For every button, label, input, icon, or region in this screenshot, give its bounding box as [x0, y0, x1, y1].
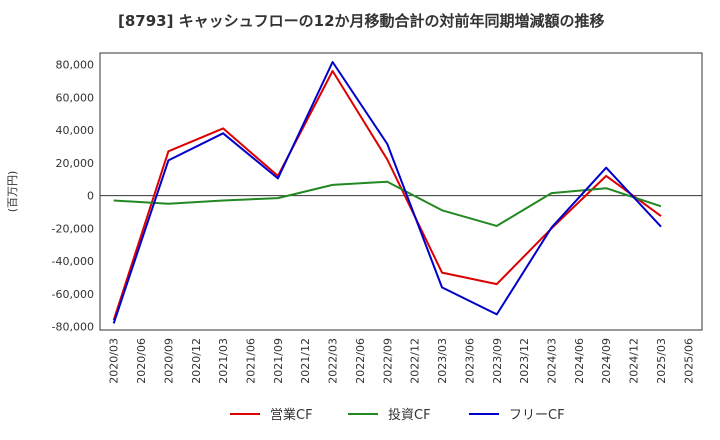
x-tick-label: 2023/06	[463, 338, 476, 384]
x-tick-label: 2025/06	[682, 338, 695, 384]
x-tick-label: 2022/06	[354, 338, 367, 384]
legend: 営業CF 投資CF フリーCF	[230, 407, 565, 423]
series-line	[112, 70, 662, 321]
legend-label: フリーCF	[509, 408, 565, 423]
x-tick-labels: 2020/03 2020/06 2020/09 2020/12 2021/03 2021/…	[108, 338, 696, 384]
x-tick-label: 2021/06	[245, 338, 258, 384]
y-tick-label: 20,000	[56, 157, 95, 170]
x-tick-label: 2024/09	[600, 338, 613, 384]
x-tick-label: 2023/12	[518, 338, 531, 384]
series-line	[113, 180, 662, 227]
x-tick-label: 2021/09	[272, 338, 285, 384]
legend-label: 営業CF	[270, 407, 313, 423]
x-tick-label: 2023/03	[436, 338, 449, 384]
series-line	[112, 61, 662, 324]
axes	[99, 52, 703, 331]
chart-title: [8793] キャッシュフローの12か月移動合計の対前年同期増減額の推移	[118, 12, 605, 30]
y-tick-label: -80,000	[52, 321, 94, 334]
y-tick-label: 80,000	[56, 58, 95, 71]
x-tick-label: 2022/12	[409, 338, 422, 384]
x-tick-label: 2020/03	[108, 338, 121, 384]
plot-area	[99, 52, 703, 331]
x-tick-label: 2022/03	[327, 338, 340, 384]
y-tick-label: -20,000	[52, 222, 94, 235]
y-tick-label: -60,000	[52, 288, 94, 301]
x-tick-label: 2020/06	[135, 338, 148, 384]
legend-label: 投資CF	[388, 407, 431, 423]
x-tick-label: 2024/03	[546, 338, 559, 384]
x-tick-label: 2025/03	[655, 338, 668, 384]
x-tick-label: 2021/03	[217, 338, 230, 384]
x-tick-label: 2021/12	[299, 338, 312, 384]
y-tick-label: 0	[87, 190, 94, 203]
y-tick-label: 60,000	[56, 91, 95, 104]
x-tick-label: 2023/09	[491, 338, 504, 384]
x-tick-label: 2022/09	[381, 338, 394, 384]
x-tick-label: 2024/06	[573, 338, 586, 384]
y-tick-label: -40,000	[52, 255, 94, 268]
y-tick-label: 40,000	[56, 124, 95, 137]
x-tick-label: 2020/09	[162, 338, 175, 384]
y-tick-labels: 80,000 60,000 40,000 20,000 0 -20,000 -40,000 -…	[52, 58, 94, 333]
x-tick-label: 2024/12	[628, 338, 641, 384]
x-tick-label: 2020/12	[190, 338, 203, 384]
series-lines	[112, 61, 662, 324]
y-axis-label: (百万円)	[6, 171, 19, 213]
